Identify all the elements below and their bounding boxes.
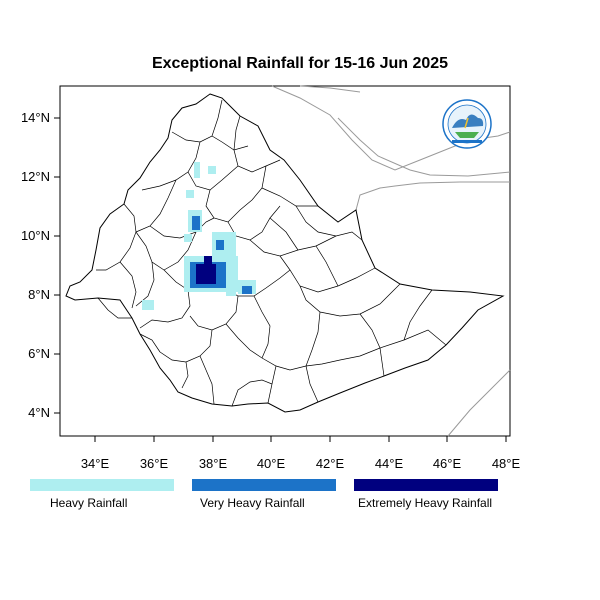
y-tick-label: 4°N: [28, 405, 50, 420]
legend-label-very-heavy: Very Heavy Rainfall: [200, 496, 305, 510]
legend-swatch-very-heavy: [192, 479, 336, 491]
y-tick-label: 8°N: [28, 287, 50, 302]
y-tick-label: 14°N: [21, 110, 50, 125]
extremely-heavy-rainfall-areas: [196, 256, 216, 284]
very-heavy-rainfall-cell: [216, 240, 224, 250]
x-tick-label: 34°E: [81, 456, 110, 471]
heavy-rainfall-cell: [186, 190, 194, 198]
x-tick-label: 38°E: [199, 456, 228, 471]
x-tick-label: 40°E: [257, 456, 286, 471]
administrative-boundaries: [96, 99, 447, 407]
heavy-rainfall-cell: [226, 288, 236, 296]
extremely-heavy-rainfall-cell: [196, 264, 216, 284]
y-tick-label: 6°N: [28, 346, 50, 361]
legend-label-extremely-heavy: Extremely Heavy Rainfall: [358, 496, 493, 510]
legend-swatch-heavy: [30, 479, 174, 491]
y-tick-labels: 14°N 12°N 10°N 8°N 6°N 4°N: [21, 110, 50, 420]
x-tick-label: 36°E: [140, 456, 169, 471]
extremely-heavy-rainfall-cell: [204, 256, 212, 264]
heavy-rainfall-cell: [208, 166, 216, 174]
heavy-rainfall-cell: [194, 162, 200, 178]
x-axis: [94, 436, 507, 442]
meteorology-institute-logo: [442, 99, 492, 149]
map-title: Exceptional Rainfall for 15-16 Jun 2025: [151, 55, 449, 72]
very-heavy-rainfall-cell: [192, 216, 200, 230]
heavy-rainfall-cell: [142, 300, 154, 310]
y-axis: [54, 117, 60, 414]
ethiopia-outline: [65, 93, 505, 413]
x-tick-label: 42°E: [316, 456, 345, 471]
very-heavy-rainfall-cell: [242, 286, 252, 294]
legend-swatch-extremely-heavy: [354, 479, 498, 491]
y-tick-label: 12°N: [21, 169, 50, 184]
map-frame: [59, 85, 511, 437]
x-tick-label: 44°E: [375, 456, 404, 471]
legend-label-heavy: Heavy Rainfall: [50, 496, 128, 510]
x-tick-label: 46°E: [433, 456, 462, 471]
y-tick-label: 10°N: [21, 228, 50, 243]
heavy-rainfall-cell: [184, 234, 192, 242]
x-tick-labels: 34°E 36°E 38°E 40°E 42°E 44°E 46°E 48°E: [81, 456, 521, 471]
x-tick-label: 48°E: [492, 456, 521, 471]
